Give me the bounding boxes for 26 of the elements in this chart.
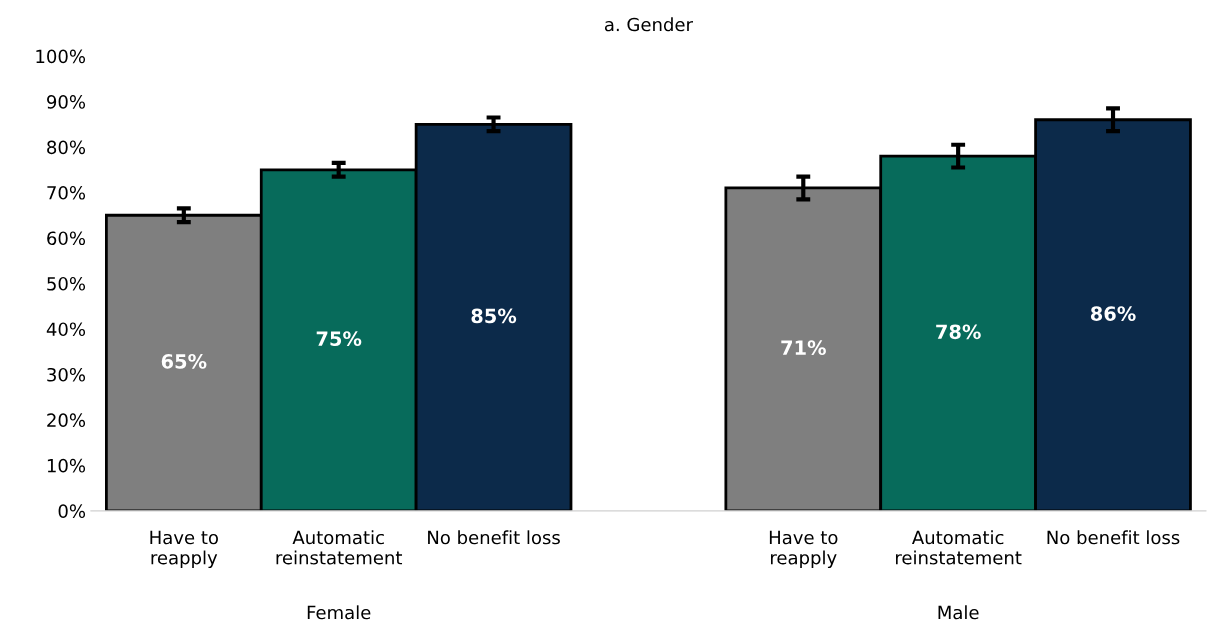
series-label: Have to reapply xyxy=(150,530,218,568)
y-tick-label: 20% xyxy=(47,413,86,428)
y-tick-label: 90% xyxy=(47,95,86,109)
x-tick-label: Female xyxy=(307,605,371,620)
y-tick-label: 40% xyxy=(46,322,86,337)
y-tick-label: 100% xyxy=(36,49,86,64)
text: Automatic reinstatement xyxy=(896,530,1022,565)
text: Have to reapply xyxy=(769,530,838,568)
x-tick-label: Male xyxy=(938,605,979,620)
data-label: 85% xyxy=(471,308,517,324)
chart-title: a. Gender xyxy=(604,17,693,32)
y-tick-label: 80% xyxy=(47,140,86,155)
y-tick-label: 10% xyxy=(47,458,86,473)
y-tick-label: 60% xyxy=(47,231,86,246)
y-tick-label: 30% xyxy=(47,367,86,382)
text: No benefit loss xyxy=(1047,530,1180,545)
y-tick-label: 50% xyxy=(47,276,86,291)
series-label: Automatic reinstatement xyxy=(276,530,403,565)
series-label: No benefit loss xyxy=(428,530,560,545)
data-label: 75% xyxy=(316,331,362,346)
data-label: 65% xyxy=(161,353,207,369)
y-tick-label: 0% xyxy=(58,504,86,518)
data-label: 71% xyxy=(781,340,826,356)
y-tick-label: 70% xyxy=(47,185,86,200)
data-label: 78% xyxy=(936,324,981,340)
data-label: 86% xyxy=(1090,306,1136,321)
